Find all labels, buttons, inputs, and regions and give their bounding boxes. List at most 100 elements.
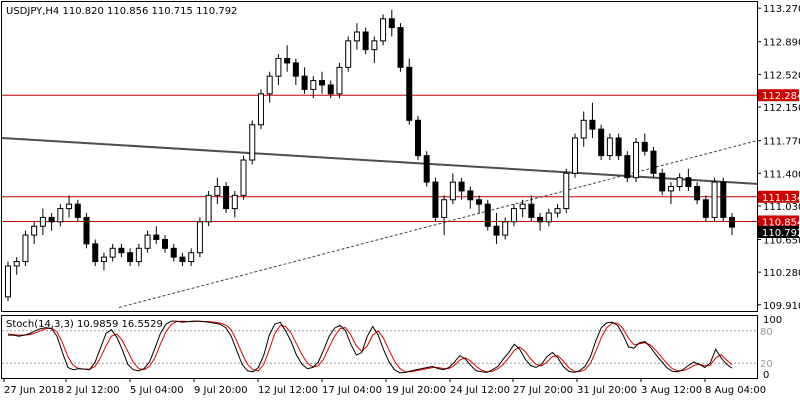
bullish-candle <box>205 194 212 223</box>
stoch-label: Stoch(14,3,3) 10.9859 16.5529 <box>6 319 163 330</box>
bullish-candle <box>676 177 683 188</box>
bullish-candle <box>345 40 352 68</box>
stoch-axis-max: 100 <box>763 315 782 326</box>
bullish-candle <box>266 75 273 95</box>
stoch-axis-min: 0 <box>763 370 769 381</box>
price-tick-label: 112.520 <box>763 70 800 81</box>
bullish-candle <box>371 40 378 51</box>
time-tick-label: 5 Jul 04:00 <box>130 385 184 396</box>
bullish-candle <box>353 31 360 42</box>
bearish-candle <box>92 243 99 263</box>
bullish-candle <box>275 58 282 77</box>
stoch-level-label: 80 <box>760 327 773 338</box>
bearish-candle <box>694 186 701 201</box>
bearish-candle <box>423 155 430 183</box>
bearish-candle <box>327 84 334 95</box>
bullish-candle <box>66 203 73 210</box>
bearish-candle <box>641 141 648 152</box>
bullish-candle <box>441 199 448 218</box>
bearish-candle <box>83 216 90 245</box>
bearish-candle <box>458 181 465 192</box>
level-price-label: 110.854 <box>762 217 800 228</box>
time-tick-label: 27 Jul 20:00 <box>513 385 573 396</box>
price-tick-label: 110.650 <box>763 235 800 246</box>
price-axis: 113.270 112.890 112.520 112.150 111.770 111.4… <box>757 4 800 312</box>
chart-symbol-ohlc: USDJPY,H4 110.820 110.856 110.715 110.79… <box>6 6 237 17</box>
candles <box>5 9 735 302</box>
bullish-candle <box>188 252 195 263</box>
bullish-candle <box>109 247 116 258</box>
current-price-label: 110.792 <box>762 228 800 239</box>
bearish-candle <box>127 252 134 263</box>
bullish-candle <box>510 208 517 223</box>
bullish-candle <box>5 265 11 298</box>
bearish-candle <box>729 216 735 228</box>
price-tick-label: 109.910 <box>763 301 800 312</box>
bearish-candle <box>484 203 491 227</box>
bullish-candle <box>667 186 674 192</box>
stoch-level-label: 20 <box>760 359 773 370</box>
time-tick-label: 24 Jul 12:00 <box>450 385 510 396</box>
bearish-candle <box>162 238 169 249</box>
bullish-candle <box>31 225 38 236</box>
level-price-label: 111.134 <box>762 193 800 204</box>
stoch-panel-frame <box>1 315 758 379</box>
bullish-candle <box>231 194 238 210</box>
time-tick-label: 12 Jul 12:00 <box>258 385 318 396</box>
bullish-candle <box>57 208 64 223</box>
bearish-candle <box>720 181 727 218</box>
bearish-candle <box>537 216 544 223</box>
time-tick-label: 9 Jul 20:00 <box>194 385 248 396</box>
bearish-candle <box>179 256 186 263</box>
bearish-candle <box>615 137 622 157</box>
stoch-main-line <box>8 320 733 374</box>
bearish-candle <box>659 172 666 192</box>
bearish-candle <box>702 199 709 218</box>
bearish-candle <box>223 186 230 210</box>
bullish-candle <box>571 137 578 174</box>
time-tick-label: 17 Jul 04:00 <box>322 385 382 396</box>
bearish-candle <box>74 203 81 218</box>
bearish-candle <box>476 199 483 205</box>
bearish-candle <box>319 80 326 86</box>
bullish-candle <box>144 234 151 249</box>
bearish-candle <box>388 18 395 29</box>
bearish-candle <box>292 62 299 77</box>
bearish-candle <box>153 234 160 240</box>
bullish-candle <box>502 221 509 236</box>
current-price-tag <box>758 225 799 238</box>
bullish-candle <box>580 119 587 139</box>
bullish-candle <box>13 261 20 267</box>
time-tick-label: 8 Aug 04:00 <box>705 385 766 396</box>
bullish-candle <box>336 66 343 95</box>
stoch-signal-line <box>7 320 733 373</box>
main-panel-frame <box>1 1 758 312</box>
bullish-candle <box>240 159 247 196</box>
bullish-candle <box>380 18 387 42</box>
bullish-candle <box>563 172 570 210</box>
bearish-candle <box>528 203 535 218</box>
stochastic-panel[interactable]: Stoch(14,3,3) 10.9859 16.5529 <box>1 315 758 379</box>
bearish-candle <box>650 150 657 174</box>
bearish-candle <box>432 181 439 218</box>
bullish-candle <box>545 212 552 223</box>
bearish-candle <box>589 119 596 130</box>
bullish-candle <box>214 186 221 196</box>
price-tick-label: 112.890 <box>763 38 800 49</box>
trendlines <box>1 136 758 308</box>
horizontal-levels <box>2 94 757 222</box>
bearish-candle <box>624 155 631 179</box>
bearish-candle <box>362 31 369 51</box>
level-price-tag <box>758 215 799 228</box>
bearish-candle <box>301 75 308 90</box>
bearish-candle <box>406 66 413 121</box>
descending-trendline <box>1 136 758 185</box>
bullish-candle <box>606 137 613 157</box>
bullish-candle <box>633 141 640 179</box>
level-price-label: 112.284 <box>762 91 800 102</box>
time-tick-label: 3 Aug 12:00 <box>641 385 702 396</box>
bullish-candle <box>39 216 46 227</box>
bullish-candle <box>100 256 107 263</box>
main-price-panel[interactable]: USDJPY,H4 110.820 110.856 110.715 110.79… <box>1 1 758 312</box>
